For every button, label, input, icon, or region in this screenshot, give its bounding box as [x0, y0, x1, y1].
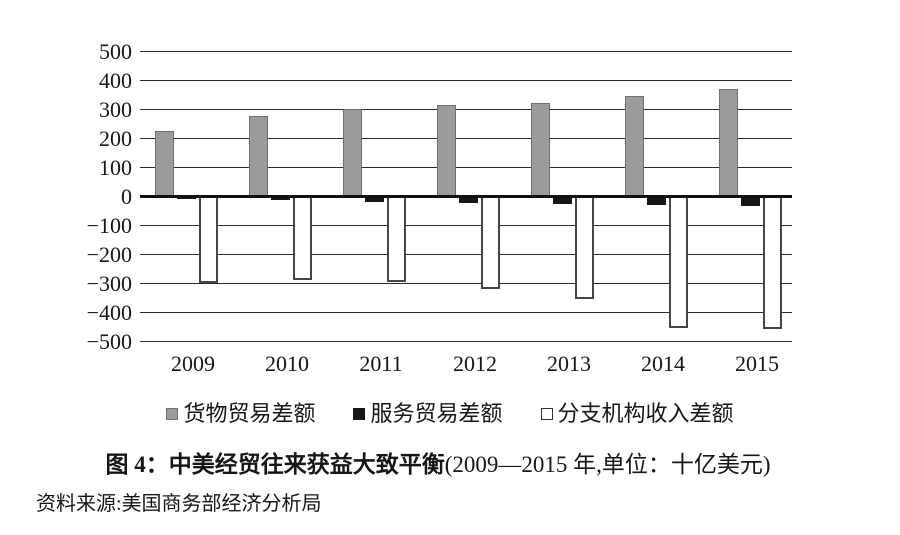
figure-caption: 图 4：中美经贸往来获益大致平衡(2009—2015 年,单位：十亿美元)	[0, 450, 876, 480]
bar-affiliate-income-balance-2010	[293, 196, 312, 281]
y-tick-300: 300	[99, 97, 132, 122]
bar-goods-trade-balance-2015	[719, 88, 738, 196]
gridline-−200	[140, 254, 792, 255]
x-label-2015: 2015	[735, 351, 779, 376]
y-tick-500: 500	[99, 39, 132, 64]
y-tick-100: 100	[99, 155, 132, 180]
plot-area: 500 400 300 200 100 0 −100 −200 −300 −400 −500 2009…	[87, 41, 792, 376]
legend-label-affiliate-income-balance: 分支机构收入差额	[557, 401, 734, 426]
y-tick-400: 400	[99, 68, 132, 93]
bar-affiliate-income-balance-2015	[763, 196, 782, 330]
bar-goods-trade-balance-2012	[437, 104, 456, 196]
gridline-200	[140, 138, 792, 139]
y-tick-−500: −500	[86, 329, 132, 354]
gridline-500	[140, 51, 792, 52]
gridline-−500	[140, 341, 792, 342]
bar-goods-trade-balance-2013	[531, 103, 550, 196]
bar-affiliate-income-balance-2014	[669, 196, 688, 328]
y-tick-−100: −100	[86, 213, 132, 238]
x-label-2013: 2013	[547, 351, 591, 376]
gridline-100	[140, 167, 792, 168]
gridline-−400	[140, 312, 792, 313]
y-tick-−300: −300	[86, 271, 132, 296]
legend-item-affiliate-income-balance: 分支机构收入差额	[540, 401, 734, 427]
services-trade-swatch-icon	[353, 408, 366, 420]
legend-label-goods-trade-balance: 货物贸易差额	[183, 401, 316, 426]
gridline-300	[140, 109, 792, 110]
bar-goods-trade-balance-2011	[343, 109, 362, 196]
y-tick-0: 0	[121, 184, 132, 209]
legend-label-services-trade-balance: 服务贸易差额	[370, 401, 503, 426]
caption-label: 图 4：	[105, 452, 169, 477]
gridline-400	[140, 80, 792, 81]
bar-goods-trade-balance-2010	[249, 116, 268, 196]
source-label: 资料来源:	[36, 493, 122, 515]
bar-goods-trade-balance-2014	[625, 95, 644, 196]
bar-affiliate-income-balance-2009	[199, 196, 218, 283]
source-note: 资料来源:美国商务部经济分析局	[36, 491, 322, 517]
legend-item-services-trade-balance: 服务贸易差额	[353, 401, 503, 427]
x-label-2010: 2010	[265, 351, 309, 376]
legend-item-goods-trade-balance: 货物贸易差额	[166, 401, 315, 427]
bar-goods-trade-balance-2009	[155, 130, 174, 196]
bar-affiliate-income-balance-2013	[575, 196, 594, 299]
affiliate-income-swatch-icon	[540, 408, 553, 420]
caption-title: 中美经贸往来获益大致平衡	[168, 452, 445, 477]
bar-affiliate-income-balance-2012	[481, 196, 500, 289]
y-tick-−200: −200	[86, 242, 132, 267]
source-text: 美国商务部经济分析局	[121, 493, 322, 515]
x-label-2014: 2014	[641, 351, 685, 376]
bar-affiliate-income-balance-2011	[387, 196, 406, 282]
gridline-0	[140, 195, 792, 198]
legend: 货物贸易差额 服务贸易差额 分支机构收入差额	[0, 399, 900, 429]
caption-detail: (2009—2015 年,单位：十亿美元)	[444, 452, 771, 477]
gridline-−300	[140, 283, 792, 284]
gridline-−100	[140, 225, 792, 226]
x-label-2009: 2009	[171, 351, 215, 376]
y-tick-200: 200	[99, 126, 132, 151]
x-label-2012: 2012	[453, 351, 497, 376]
y-tick-−400: −400	[86, 300, 132, 325]
x-label-2011: 2011	[359, 351, 403, 376]
goods-trade-swatch-icon	[166, 408, 179, 420]
